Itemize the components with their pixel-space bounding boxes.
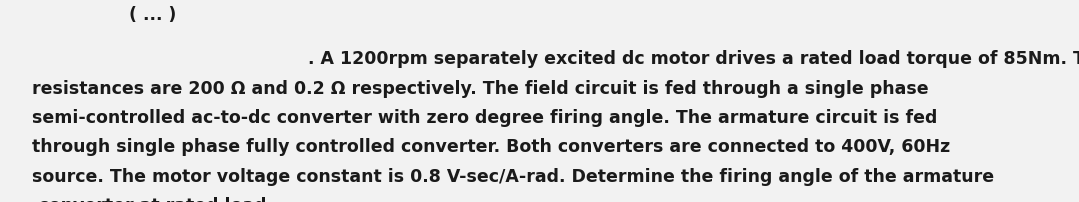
Text: through single phase fully controlled converter. Both converters are connected t: through single phase fully controlled co… xyxy=(32,138,951,156)
Text: .converter at rated load: .converter at rated load xyxy=(32,197,267,202)
Text: resistances are 200 Ω and 0.2 Ω respectively. The field circuit is fed through a: resistances are 200 Ω and 0.2 Ω respecti… xyxy=(32,80,929,98)
Text: . A 1200rpm separately excited dc motor drives a rated load torque of 85Nm. The : . A 1200rpm separately excited dc motor … xyxy=(308,50,1079,68)
Text: ( ... ): ( ... ) xyxy=(129,6,177,24)
Text: semi-controlled ac-to-dc converter with zero degree firing angle. The armature c: semi-controlled ac-to-dc converter with … xyxy=(32,109,938,127)
Text: source. The motor voltage constant is 0.8 V-sec/A-rad. Determine the firing angl: source. The motor voltage constant is 0.… xyxy=(32,168,995,186)
